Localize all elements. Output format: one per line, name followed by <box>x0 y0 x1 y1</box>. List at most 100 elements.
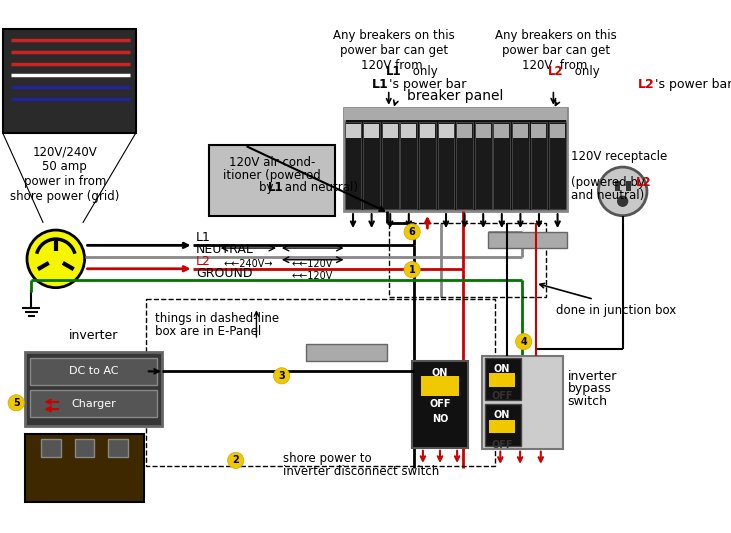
Text: OFF: OFF <box>429 399 451 409</box>
FancyBboxPatch shape <box>401 122 417 209</box>
Text: inverter disconnect switch: inverter disconnect switch <box>284 465 439 478</box>
Text: shore power to: shore power to <box>284 453 372 465</box>
FancyBboxPatch shape <box>382 122 398 209</box>
FancyBboxPatch shape <box>488 232 567 248</box>
FancyBboxPatch shape <box>419 122 436 209</box>
Text: 's power bar: 's power bar <box>655 78 731 92</box>
FancyBboxPatch shape <box>549 122 566 209</box>
Circle shape <box>8 395 24 411</box>
FancyBboxPatch shape <box>531 124 547 138</box>
Text: L1: L1 <box>196 231 211 245</box>
Text: ←←120V: ←←120V <box>292 271 333 280</box>
Circle shape <box>27 230 85 288</box>
Text: NO: NO <box>432 414 448 424</box>
Text: 2: 2 <box>232 455 239 465</box>
FancyBboxPatch shape <box>494 124 510 138</box>
FancyBboxPatch shape <box>550 124 565 138</box>
FancyBboxPatch shape <box>25 352 162 426</box>
Circle shape <box>404 262 420 278</box>
FancyBboxPatch shape <box>344 108 567 211</box>
Text: (powered by: (powered by <box>572 176 649 189</box>
Text: Charger: Charger <box>71 399 116 409</box>
Text: inverter: inverter <box>568 369 617 383</box>
FancyBboxPatch shape <box>420 124 435 138</box>
Circle shape <box>273 368 289 384</box>
FancyBboxPatch shape <box>485 403 521 446</box>
Text: 4: 4 <box>520 337 527 346</box>
FancyBboxPatch shape <box>512 122 529 209</box>
Text: 1: 1 <box>409 265 415 274</box>
FancyBboxPatch shape <box>42 439 61 457</box>
Text: only: only <box>572 66 600 78</box>
FancyBboxPatch shape <box>513 124 528 138</box>
FancyBboxPatch shape <box>456 122 473 209</box>
FancyBboxPatch shape <box>3 29 136 133</box>
FancyBboxPatch shape <box>383 124 398 138</box>
FancyBboxPatch shape <box>364 124 379 138</box>
Text: bypass: bypass <box>568 382 612 395</box>
FancyBboxPatch shape <box>475 122 491 209</box>
Text: L1: L1 <box>372 78 389 92</box>
FancyBboxPatch shape <box>75 439 94 457</box>
FancyBboxPatch shape <box>30 390 157 417</box>
Text: only: only <box>409 66 438 78</box>
FancyBboxPatch shape <box>209 146 335 216</box>
Circle shape <box>515 334 531 350</box>
FancyBboxPatch shape <box>482 356 564 449</box>
Text: Any breakers on this
power bar can get
120V  from: Any breakers on this power bar can get 1… <box>495 29 617 72</box>
Text: ON: ON <box>494 410 510 420</box>
Text: OFF: OFF <box>491 391 513 401</box>
Text: Any breakers on this
power bar can get
120V from: Any breakers on this power bar can get 1… <box>333 29 455 72</box>
Text: box are in E-Panel: box are in E-Panel <box>155 325 261 337</box>
FancyBboxPatch shape <box>306 344 387 360</box>
Text: switch: switch <box>568 395 607 408</box>
FancyBboxPatch shape <box>363 122 380 209</box>
FancyBboxPatch shape <box>490 420 515 433</box>
FancyBboxPatch shape <box>25 434 144 502</box>
Circle shape <box>227 453 244 469</box>
Text: ON: ON <box>494 364 510 374</box>
FancyBboxPatch shape <box>626 181 631 191</box>
FancyBboxPatch shape <box>30 358 157 385</box>
Text: ←←120V: ←←120V <box>292 259 333 269</box>
Text: and neutral): and neutral) <box>281 181 357 195</box>
Text: L2: L2 <box>548 66 564 78</box>
Text: things in dashed-line: things in dashed-line <box>155 312 279 325</box>
Circle shape <box>404 224 420 240</box>
FancyBboxPatch shape <box>346 124 360 138</box>
Text: OFF: OFF <box>491 440 513 450</box>
FancyBboxPatch shape <box>490 373 515 386</box>
Text: 's power bar: 's power bar <box>389 78 466 92</box>
Text: ←←240V→: ←←240V→ <box>224 259 273 269</box>
Text: 6: 6 <box>409 227 415 237</box>
Circle shape <box>618 196 628 206</box>
Text: 120V receptacle: 120V receptacle <box>572 150 667 163</box>
FancyBboxPatch shape <box>439 124 453 138</box>
Text: L1: L1 <box>268 181 284 195</box>
Text: NEUTRAL: NEUTRAL <box>196 243 254 256</box>
Text: L2: L2 <box>196 255 211 268</box>
FancyBboxPatch shape <box>108 439 128 457</box>
Text: inverter: inverter <box>69 329 118 342</box>
FancyBboxPatch shape <box>421 376 459 395</box>
Text: itioner (powered: itioner (powered <box>223 169 321 182</box>
Circle shape <box>599 167 647 216</box>
Text: breaker panel: breaker panel <box>407 89 504 103</box>
Text: GROUND: GROUND <box>196 266 253 279</box>
Text: L1: L1 <box>386 66 402 78</box>
FancyBboxPatch shape <box>457 124 472 138</box>
Text: L2: L2 <box>638 78 655 92</box>
FancyBboxPatch shape <box>401 124 417 138</box>
Text: 3: 3 <box>279 371 285 381</box>
FancyBboxPatch shape <box>412 361 468 448</box>
FancyBboxPatch shape <box>531 122 548 209</box>
Text: 120V air cond-: 120V air cond- <box>229 156 315 169</box>
FancyBboxPatch shape <box>485 358 521 400</box>
FancyBboxPatch shape <box>438 122 455 209</box>
FancyBboxPatch shape <box>344 108 567 120</box>
FancyBboxPatch shape <box>493 122 510 209</box>
Text: by: by <box>260 181 277 195</box>
Text: done in junction box: done in junction box <box>556 304 676 317</box>
Text: 5: 5 <box>13 398 20 408</box>
FancyBboxPatch shape <box>344 122 361 209</box>
